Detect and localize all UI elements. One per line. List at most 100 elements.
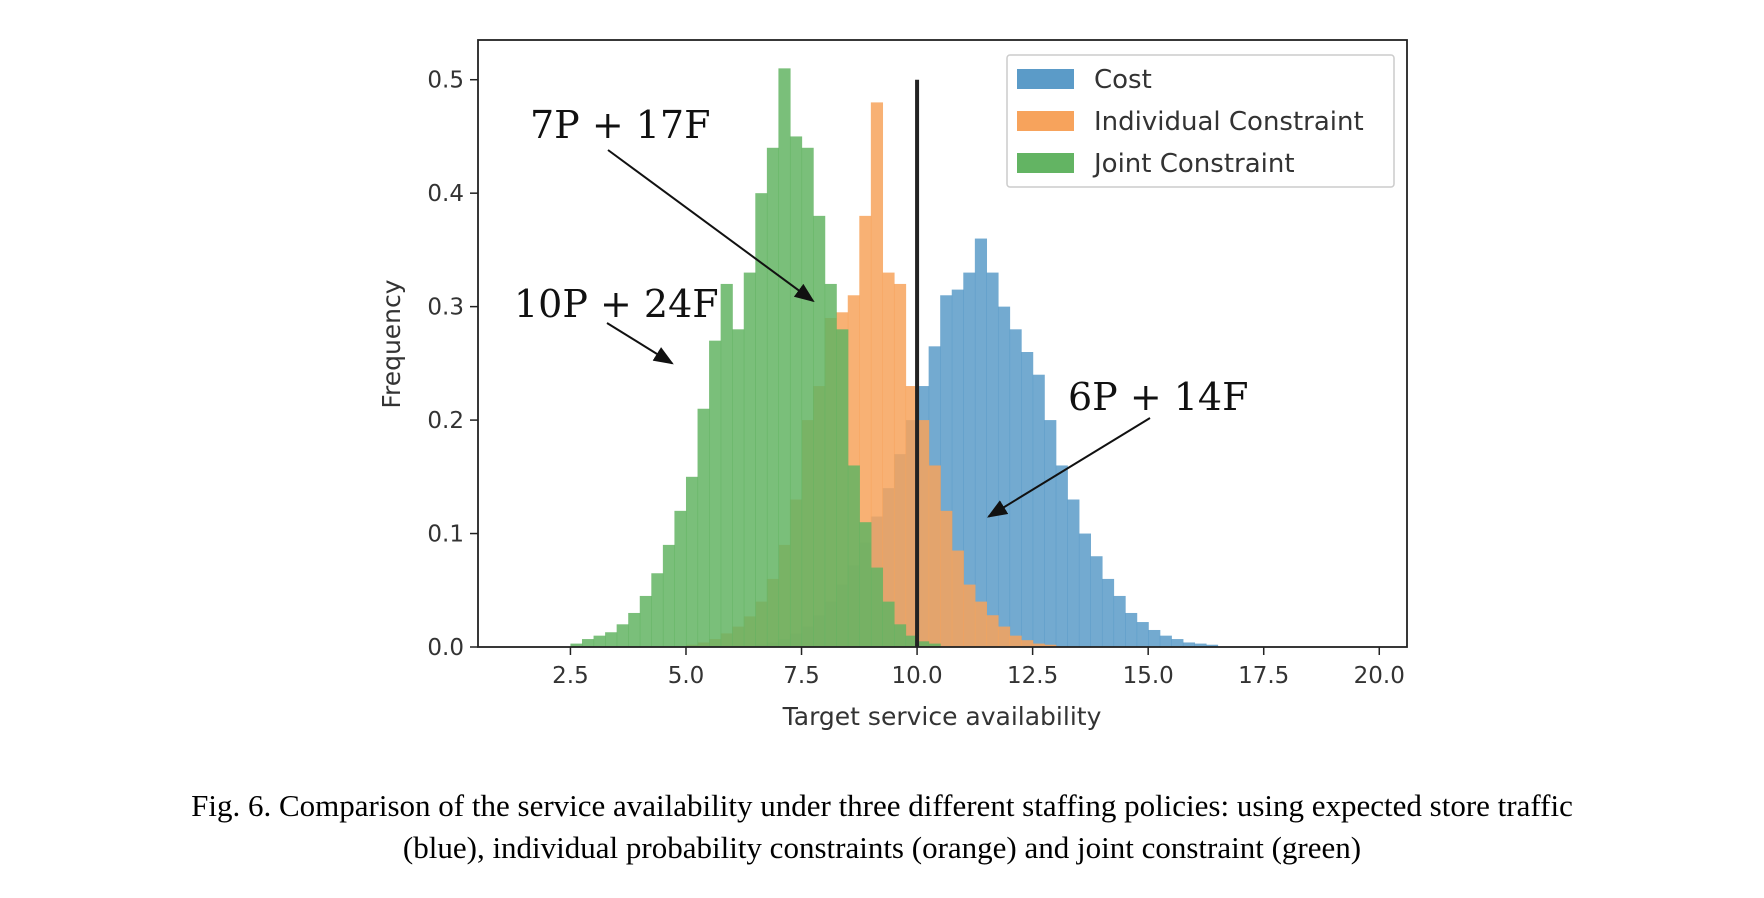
individual-constraint-bar bbox=[940, 510, 953, 647]
x-tick-label: 5.0 bbox=[668, 663, 705, 689]
figure-caption: Fig. 6. Comparison of the service availa… bbox=[0, 785, 1764, 869]
joint-constraint-bar bbox=[836, 329, 849, 647]
joint-constraint-bar bbox=[928, 643, 941, 647]
cost-bar bbox=[1136, 622, 1149, 647]
x-tick-label: 15.0 bbox=[1123, 663, 1174, 689]
joint-constraint-bar bbox=[859, 522, 872, 647]
annotation-arrow bbox=[987, 417, 1151, 518]
cost-bar bbox=[1044, 420, 1057, 647]
legend-label-individual-constraint: Individual Constraint bbox=[1094, 107, 1364, 137]
cost-bar bbox=[1205, 644, 1219, 647]
annotations: 7P + 17F 10P + 24F 6P + 14F bbox=[514, 103, 1248, 518]
joint-constraint-bar bbox=[639, 595, 652, 647]
x-axis-ticks: 2.5 5.0 7.5 10.0 12.5 15.0 17.5 20.0 bbox=[552, 647, 1405, 689]
cost-bar bbox=[963, 272, 976, 647]
joint-constraint-bar bbox=[570, 643, 583, 647]
cost-bar bbox=[1171, 639, 1184, 647]
x-axis-label: Target service availability bbox=[782, 702, 1102, 731]
joint-constraint-bar bbox=[766, 147, 780, 648]
annotation-label: 6P + 14F bbox=[1068, 375, 1248, 419]
y-tick-label: 0.1 bbox=[427, 522, 464, 548]
cost-bar bbox=[986, 272, 999, 647]
joint-constraint-bars bbox=[570, 68, 941, 648]
joint-constraint-bar bbox=[662, 544, 676, 647]
individual-constraint-bar bbox=[882, 272, 895, 647]
x-tick-label: 17.5 bbox=[1238, 663, 1289, 689]
joint-constraint-bar bbox=[882, 601, 895, 647]
cost-bar bbox=[1055, 465, 1068, 647]
joint-constraint-bar bbox=[870, 567, 884, 647]
legend-box bbox=[1006, 54, 1395, 188]
y-axis-label: Frequency bbox=[377, 279, 406, 408]
cost-bar bbox=[997, 306, 1011, 647]
joint-constraint-bar bbox=[801, 147, 814, 648]
legend: Cost Individual Constraint Joint Constra… bbox=[1006, 54, 1395, 188]
y-tick-label: 0.3 bbox=[427, 295, 464, 321]
cost-bar bbox=[1032, 374, 1045, 647]
individual-constraint-bar bbox=[963, 584, 976, 647]
cost-bar bbox=[974, 238, 988, 648]
cost-bar bbox=[1148, 629, 1161, 647]
joint-constraint-bar bbox=[605, 632, 618, 647]
joint-constraint-bar bbox=[697, 408, 710, 647]
joint-constraint-bar bbox=[616, 624, 629, 647]
joint-constraint-bar bbox=[720, 283, 733, 647]
caption-line-1: Fig. 6. Comparison of the service availa… bbox=[191, 788, 1573, 823]
joint-constraint-bar bbox=[674, 510, 687, 647]
joint-constraint-bar bbox=[847, 465, 860, 647]
cost-bar bbox=[1078, 533, 1092, 647]
joint-constraint-bar bbox=[755, 193, 768, 648]
chart: 2.5 5.0 7.5 10.0 12.5 15.0 17.5 20.0 0.00.10.20… bbox=[377, 39, 1408, 731]
individual-constraint-bar bbox=[893, 283, 907, 647]
joint-constraint-bar bbox=[789, 136, 803, 647]
cost-bar bbox=[1182, 642, 1195, 647]
individual-constraint-bar bbox=[1021, 640, 1034, 647]
legend-swatch-joint-constraint bbox=[1017, 153, 1074, 173]
cost-bar bbox=[1090, 556, 1103, 647]
individual-constraint-bar bbox=[870, 102, 884, 648]
joint-constraint-bar bbox=[651, 573, 664, 647]
joint-constraint-bar bbox=[917, 641, 930, 647]
joint-constraint-bar bbox=[593, 635, 606, 647]
caption-line-2: (blue), individual probability constrain… bbox=[402, 830, 1362, 865]
joint-constraint-bar bbox=[743, 272, 756, 647]
cost-bar bbox=[1159, 635, 1172, 647]
joint-constraint-bar bbox=[732, 329, 745, 647]
cost-bar bbox=[1067, 499, 1080, 647]
cost-bar bbox=[1009, 329, 1022, 647]
joint-constraint-bar bbox=[628, 612, 641, 647]
cost-bar bbox=[1101, 578, 1115, 647]
individual-constraint-bar bbox=[986, 615, 999, 647]
joint-constraint-bar bbox=[893, 624, 907, 647]
joint-constraint-bar bbox=[685, 476, 699, 647]
individual-constraint-bar bbox=[928, 465, 941, 647]
individual-constraint-bar bbox=[917, 420, 930, 647]
individual-constraint-bar bbox=[905, 386, 918, 647]
individual-constraint-bar bbox=[1044, 644, 1057, 647]
cost-bar bbox=[1113, 595, 1126, 647]
joint-constraint-bar bbox=[824, 283, 837, 647]
x-tick-label: 10.0 bbox=[891, 663, 942, 689]
joint-constraint-bar bbox=[778, 68, 791, 647]
joint-constraint-bar bbox=[905, 635, 918, 647]
annotation-arrow bbox=[607, 149, 815, 303]
annotation-label: 10P + 24F bbox=[514, 282, 719, 326]
x-tick-label: 12.5 bbox=[1007, 663, 1058, 689]
legend-swatch-individual-constraint bbox=[1017, 111, 1074, 131]
individual-constraint-bar bbox=[1032, 643, 1045, 647]
y-axis-ticks: 0.0 0.1 0.2 0.3 0.4 0.5 bbox=[427, 68, 478, 661]
y-tick-label: 0.2 bbox=[427, 408, 464, 434]
x-tick-label: 20.0 bbox=[1354, 663, 1405, 689]
joint-constraint-bar bbox=[581, 639, 595, 647]
axes-frame bbox=[477, 39, 1408, 648]
cost-bar bbox=[1125, 612, 1138, 647]
x-tick-label: 7.5 bbox=[783, 663, 820, 689]
y-tick-label: 0.4 bbox=[427, 181, 464, 207]
individual-constraint-bar bbox=[997, 626, 1011, 647]
individual-constraint-bar bbox=[974, 601, 988, 647]
y-tick-label: 0.0 bbox=[427, 635, 464, 661]
cost-bar bbox=[1194, 643, 1207, 647]
legend-swatch-cost bbox=[1017, 69, 1074, 89]
individual-constraint-bar bbox=[1009, 635, 1022, 647]
joint-constraint-bar bbox=[813, 215, 826, 648]
